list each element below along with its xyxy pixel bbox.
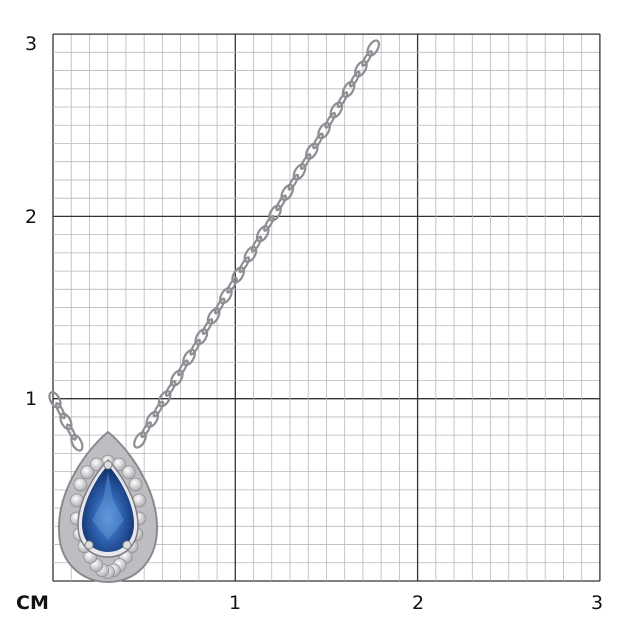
chain-link bbox=[65, 423, 77, 441]
chain-link bbox=[324, 111, 337, 129]
chain-link bbox=[182, 348, 196, 367]
chain-link bbox=[263, 215, 275, 232]
x-tick-1: 1 bbox=[229, 592, 242, 614]
chain-link bbox=[59, 412, 73, 431]
chain-link bbox=[287, 173, 300, 191]
unit-label: CM bbox=[16, 592, 49, 614]
chain-link bbox=[336, 91, 349, 109]
x-tick-2: 2 bbox=[412, 592, 425, 614]
prong bbox=[122, 540, 132, 550]
chain-link bbox=[361, 50, 373, 67]
chain-link bbox=[219, 286, 233, 305]
chain-link bbox=[226, 276, 238, 294]
prong bbox=[84, 540, 94, 550]
x-tick-3: 3 bbox=[591, 592, 604, 614]
chain-link bbox=[201, 318, 214, 335]
chain-link bbox=[48, 391, 62, 409]
chain-link bbox=[140, 421, 152, 439]
prong bbox=[103, 460, 113, 470]
chain-link bbox=[177, 359, 189, 377]
chain-link bbox=[145, 410, 160, 429]
halo-diamond bbox=[128, 477, 143, 492]
chain-link bbox=[341, 80, 356, 99]
halo-diamond bbox=[73, 477, 88, 492]
chain-link bbox=[275, 194, 287, 212]
chain-link bbox=[55, 402, 66, 420]
chain-link bbox=[354, 60, 368, 78]
y-tick-2: 2 bbox=[25, 206, 38, 228]
chain-link bbox=[238, 256, 251, 274]
chain-link bbox=[189, 338, 202, 356]
chain-link bbox=[348, 70, 361, 88]
halo-diamond bbox=[80, 465, 95, 480]
chain-link bbox=[213, 297, 226, 315]
chain-link bbox=[250, 235, 263, 253]
chain-link bbox=[206, 307, 221, 325]
chain-link bbox=[292, 163, 307, 181]
chain-link bbox=[304, 142, 319, 160]
chain-link bbox=[164, 380, 177, 397]
chain bbox=[48, 39, 381, 452]
chain-link bbox=[255, 225, 270, 243]
stone-facet bbox=[92, 472, 124, 540]
chain-link bbox=[312, 132, 324, 150]
chain-link bbox=[231, 266, 246, 284]
chain-link bbox=[157, 390, 172, 408]
chain-link bbox=[243, 245, 258, 264]
chain-link bbox=[317, 121, 331, 140]
chain-link bbox=[299, 153, 312, 170]
chain-link bbox=[366, 39, 381, 57]
chain-link bbox=[329, 101, 344, 119]
halo-diamond bbox=[121, 465, 136, 480]
chain-link bbox=[152, 400, 165, 418]
chain-link bbox=[133, 431, 147, 449]
chain-link bbox=[268, 204, 282, 222]
y-tick-3: 3 bbox=[25, 33, 38, 55]
chain-link bbox=[280, 183, 295, 202]
chain-link bbox=[169, 369, 184, 387]
pendant bbox=[57, 430, 159, 584]
chain-link bbox=[70, 433, 84, 452]
y-tick-1: 1 bbox=[25, 388, 38, 410]
chain-link bbox=[194, 328, 209, 346]
